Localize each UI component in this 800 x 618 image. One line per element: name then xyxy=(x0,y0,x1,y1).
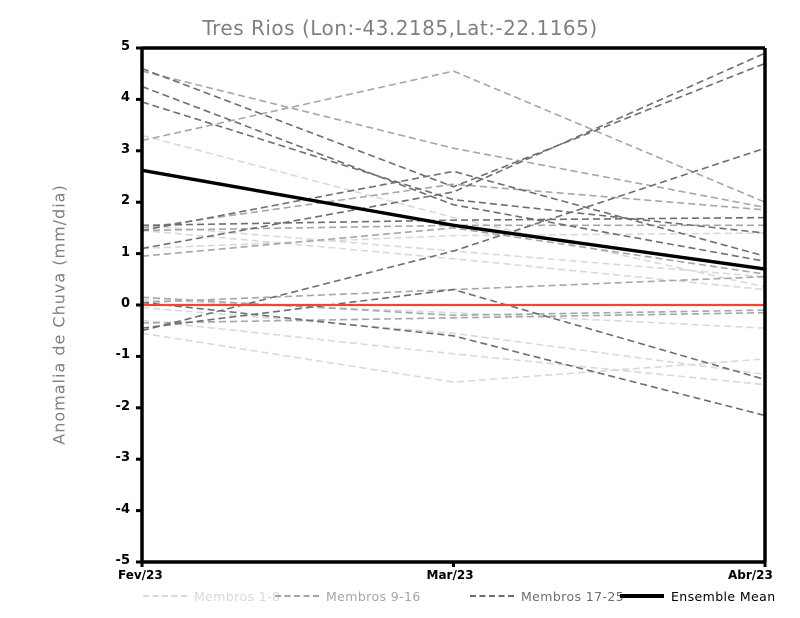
legend-entry[interactable]: Membros 17-25 xyxy=(470,586,624,606)
legend-label: Ensemble Mean xyxy=(671,588,776,604)
legend-label: Membros 9-16 xyxy=(326,588,421,604)
member-line xyxy=(141,306,766,376)
member-line xyxy=(141,232,766,250)
legend-entry[interactable]: Membros 9-16 xyxy=(275,586,421,606)
y-tick-label: 4 xyxy=(120,90,130,106)
y-tick-label: 3 xyxy=(120,141,130,157)
member-line xyxy=(141,183,766,229)
y-tick-label: -1 xyxy=(115,347,130,363)
y-tick-label: 1 xyxy=(120,244,130,260)
legend-entry[interactable]: Membros 1-8 xyxy=(143,586,280,606)
member-line xyxy=(141,170,766,257)
legend-swatch xyxy=(470,595,514,597)
member-line xyxy=(141,311,766,324)
member-line xyxy=(141,85,766,263)
series-layer xyxy=(141,52,766,417)
member-line xyxy=(141,216,766,227)
member-line xyxy=(141,227,766,275)
ensemble-mean-line xyxy=(141,168,766,271)
member-line xyxy=(141,70,766,203)
y-tick-label: -4 xyxy=(115,501,130,517)
x-tick-label: Abr/23 xyxy=(728,568,773,582)
member-line xyxy=(141,147,766,332)
y-tick-label: -5 xyxy=(115,553,130,568)
member-line xyxy=(141,134,766,288)
y-tick-label: -3 xyxy=(115,450,130,466)
legend-swatch xyxy=(275,595,319,597)
legend-label: Membros 17-25 xyxy=(521,588,625,604)
y-tick-label: -2 xyxy=(115,398,130,414)
y-tick-label: 0 xyxy=(120,296,130,311)
legend-entry[interactable]: Ensemble Mean xyxy=(620,586,776,606)
member-line xyxy=(141,301,766,417)
member-line xyxy=(141,288,766,381)
x-tick-label: Mar/23 xyxy=(426,568,474,582)
member-line xyxy=(141,229,766,291)
legend-swatch xyxy=(620,594,664,598)
axis-frame xyxy=(136,46,767,567)
x-tick-label: Fev/23 xyxy=(118,568,163,582)
chart-legend: Membros 1-8 Membros 9-16 Membros 17-25 Ense… xyxy=(0,586,800,610)
member-line xyxy=(141,296,766,317)
y-tick-label: 5 xyxy=(120,39,130,54)
chart-title: Tres Rios (Lon:-43.2185,Lat:-22.1165) xyxy=(202,16,598,40)
member-line xyxy=(141,332,766,383)
legend-swatch xyxy=(143,595,187,597)
y-tick-label: 2 xyxy=(120,193,130,209)
legend-label: Membros 1-8 xyxy=(194,588,281,604)
member-line xyxy=(141,62,766,188)
member-line xyxy=(141,52,766,250)
member-line xyxy=(141,319,766,386)
member-line xyxy=(141,70,766,209)
